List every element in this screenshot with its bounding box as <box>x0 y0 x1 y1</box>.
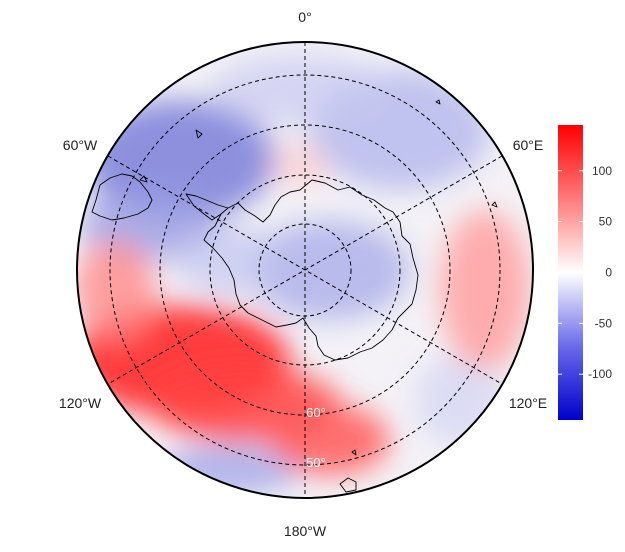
colorbar-ticks: 100 50 0 -50 -100 <box>558 164 612 381</box>
island-coastline <box>195 129 203 139</box>
island-coastline <box>435 99 441 105</box>
antarctic-peninsula <box>185 193 229 221</box>
colorbar-tick-label: 100 <box>592 164 612 178</box>
island-coastline <box>139 175 148 183</box>
island-coastline <box>351 449 357 456</box>
lon-label-top: 0° <box>298 9 311 25</box>
lon-label-lower-left: 120°W <box>59 395 102 411</box>
map-border <box>76 41 534 499</box>
meridian-60e-120w <box>107 155 503 385</box>
colorbar-tick-label: 0 <box>605 266 612 280</box>
lat-label-50: 50° <box>306 455 326 470</box>
anomaly-field <box>77 42 533 498</box>
lat-label-60: 60° <box>306 405 326 420</box>
lon-label-upper-right: 60°E <box>513 137 544 153</box>
colorbar-tick-label: 50 <box>599 215 613 229</box>
lon-label-upper-left: 60°W <box>63 137 98 153</box>
colorbar-tick-label: -50 <box>595 316 613 330</box>
lon-label-lower-right: 120°E <box>509 395 547 411</box>
lon-label-bottom: 180°W <box>284 523 327 539</box>
colorbar: 100 50 0 -50 -100 <box>558 125 612 420</box>
colorbar-gradient <box>558 125 583 420</box>
south-america-coastline <box>91 173 153 221</box>
island-coastline <box>339 477 357 493</box>
latitude-circle <box>109 74 501 466</box>
graticule <box>107 42 503 498</box>
coastlines <box>91 99 498 493</box>
colorbar-tick-label: -100 <box>588 367 612 381</box>
island-coastline <box>491 201 498 208</box>
